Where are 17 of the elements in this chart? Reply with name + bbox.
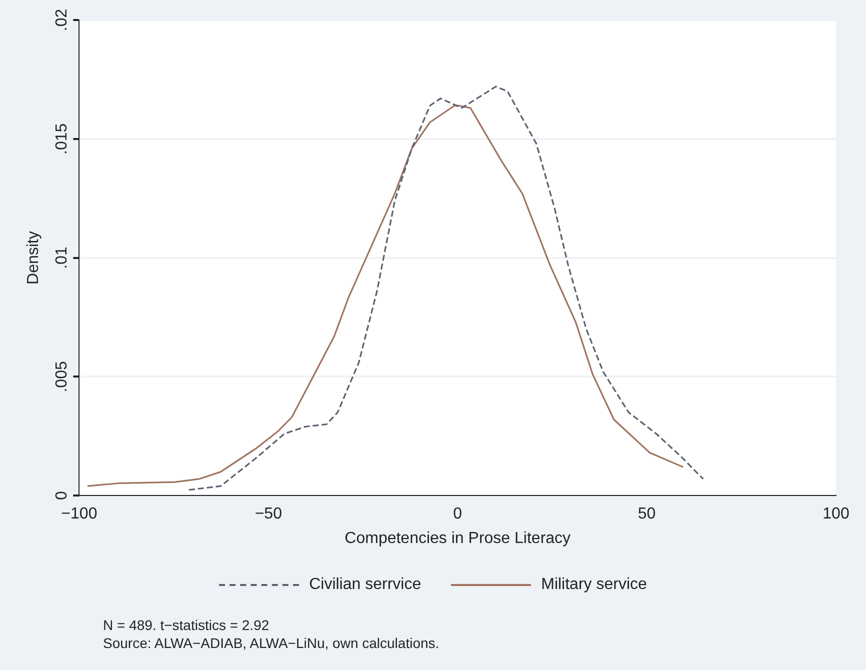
y-axis-title: Density [25, 231, 42, 284]
x-axis-title: Competencies in Prose Literacy [344, 530, 571, 547]
legend-label: Military service [541, 576, 647, 594]
x-tick-label: 0 [453, 506, 462, 523]
y-tick-label: .01 [54, 246, 71, 269]
legend-label: Civilian serrvice [309, 576, 422, 594]
x-tick-label: −100 [61, 506, 98, 523]
y-tick-label: .02 [54, 8, 71, 32]
source-note: Source: ALWA−ADIAB, ALWA−LiNu, own calculations. [103, 634, 440, 652]
x-tick-label: −50 [254, 506, 282, 523]
y-tick-label: .005 [54, 361, 71, 392]
x-tick-label: 50 [638, 506, 656, 523]
y-tick-label: 0 [54, 491, 71, 500]
line-series [188, 86, 704, 491]
text: N = 489. t−statistics = 2.92 [103, 616, 270, 634]
x-tick-label: 100 [822, 506, 850, 523]
y-tick-label: .015 [54, 123, 71, 154]
